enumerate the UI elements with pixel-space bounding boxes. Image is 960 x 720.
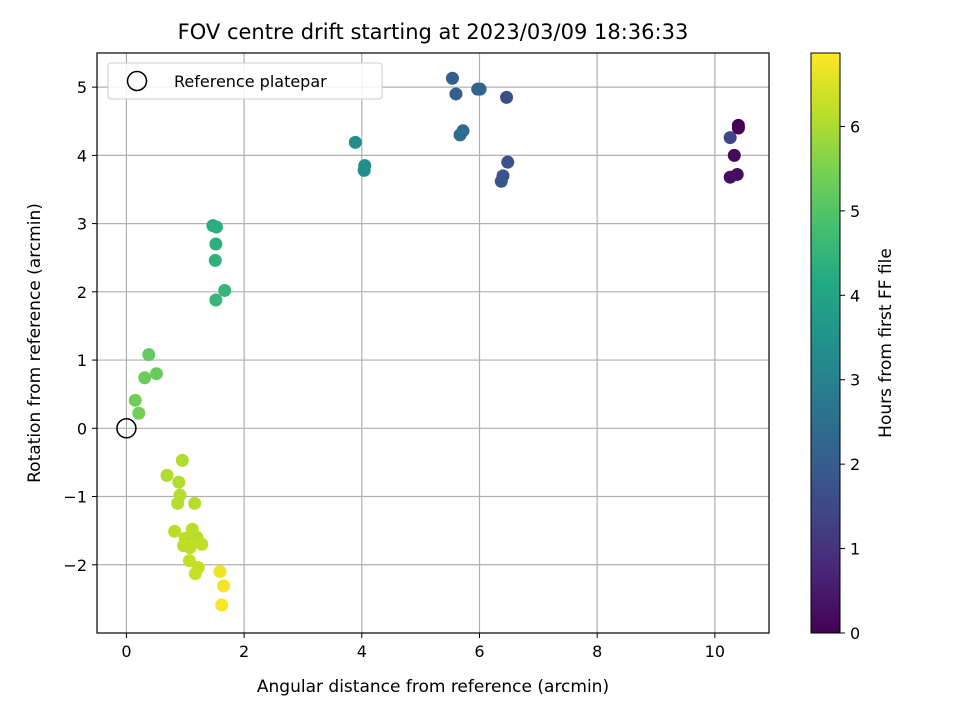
data-point	[188, 496, 202, 510]
x-tick-label: 10	[705, 642, 725, 661]
data-point	[501, 155, 515, 169]
reference-platepar-marker	[116, 418, 137, 439]
data-point	[168, 524, 182, 538]
data-point	[445, 71, 459, 85]
data-point	[138, 371, 152, 385]
legend-marker	[126, 70, 148, 92]
x-tick-label: 4	[357, 642, 367, 661]
colorbar-tick-label: 2	[850, 455, 860, 474]
data-point	[494, 174, 508, 188]
data-point	[217, 579, 231, 593]
data-point	[149, 367, 163, 381]
colorbar-ticks: 0 1 2 3 4 5 6	[840, 117, 860, 643]
colorbar-tick-label: 3	[850, 371, 860, 390]
x-tick-label: 6	[474, 642, 484, 661]
data-point	[453, 128, 467, 142]
data-point	[209, 293, 223, 307]
legend-box	[107, 62, 383, 100]
colorbar-tick-label: 1	[850, 540, 860, 559]
data-point	[195, 537, 209, 551]
data-point	[723, 131, 737, 145]
data-point	[449, 87, 463, 101]
colorbar-label: Hours from first FF file	[876, 248, 896, 438]
data-point	[208, 253, 222, 267]
data-point	[218, 283, 232, 297]
data-point	[175, 453, 189, 467]
colorbar-tick-label: 5	[850, 202, 860, 221]
data-point	[727, 148, 741, 162]
data-point	[142, 348, 156, 362]
plot-frame	[96, 52, 770, 634]
colorbar-frame	[810, 52, 841, 634]
chart-title: FOV centre drift starting at 2023/03/09 …	[178, 20, 689, 44]
legend-entry-label: Reference platepar	[174, 72, 327, 91]
data-point	[731, 121, 745, 135]
data-point	[357, 163, 371, 177]
x-axis-ticks: 0 2 4 6 8 10	[121, 633, 725, 661]
colorbar-tick-label: 4	[850, 286, 860, 305]
data-point	[171, 496, 185, 510]
y-tick-label: 2	[77, 283, 87, 302]
y-tick-label: 4	[77, 146, 87, 165]
data-point	[132, 406, 146, 420]
y-tick-label: 0	[77, 419, 87, 438]
data-point	[160, 468, 174, 482]
data-point	[183, 541, 197, 555]
y-tick-label: −1	[63, 488, 87, 507]
colorbar-gradient	[811, 53, 840, 633]
colorbar-tick-label: 0	[850, 624, 860, 643]
data-point	[473, 82, 487, 96]
y-tick-label: 1	[77, 351, 87, 370]
x-axis-label: Angular distance from reference (arcmin)	[257, 677, 609, 697]
data-point	[188, 567, 202, 581]
colorbar-tick-label: 6	[850, 117, 860, 136]
x-tick-label: 8	[592, 642, 602, 661]
data-point	[348, 135, 362, 149]
data-point	[172, 475, 186, 489]
y-tick-label: 5	[77, 78, 87, 97]
data-point	[500, 90, 514, 104]
colorbar: 0 1 2 3 4 5 6 Hours from first FF file	[810, 52, 896, 643]
x-tick-label: 2	[239, 642, 249, 661]
scatter-points	[116, 71, 745, 612]
data-point	[215, 598, 229, 612]
y-axis-label: Rotation from reference (arcmin)	[25, 203, 45, 483]
data-point	[209, 220, 223, 234]
x-tick-label: 0	[121, 642, 131, 661]
data-point	[182, 554, 196, 568]
legend: Reference platepar	[107, 62, 383, 100]
data-point	[128, 393, 142, 407]
data-point	[723, 170, 737, 184]
y-tick-label: −2	[63, 556, 87, 575]
data-point	[213, 565, 227, 579]
y-axis-ticks: −2 −1 0 1 2 3 4 5	[63, 78, 97, 575]
y-tick-label: 3	[77, 215, 87, 234]
data-point	[209, 237, 223, 251]
